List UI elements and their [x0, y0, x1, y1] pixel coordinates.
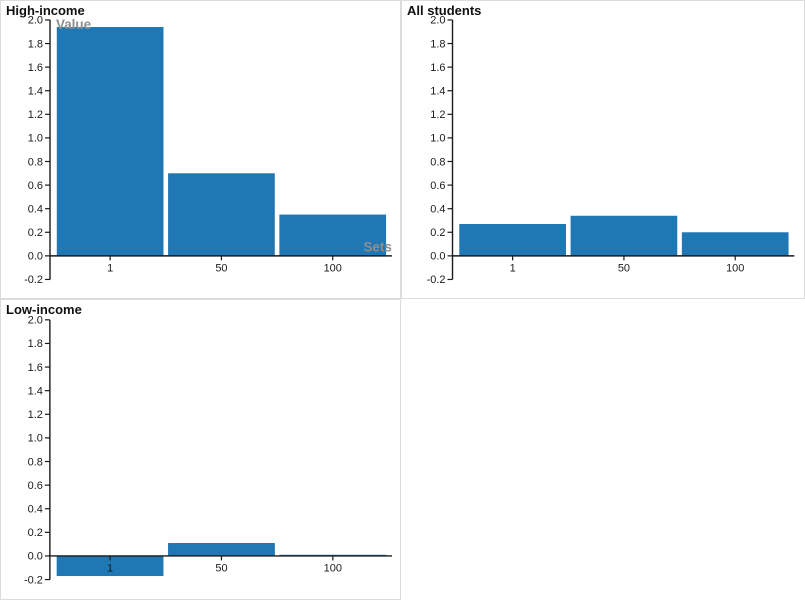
y-tick-label: 1.2 [430, 109, 445, 121]
y-tick-label: 0.2 [28, 527, 43, 539]
x-tick-label: 50 [215, 262, 227, 274]
y-axis-label: Value [56, 17, 92, 32]
x-tick-label: 1 [107, 562, 113, 574]
bar [570, 215, 678, 256]
y-tick-label: 1.6 [28, 62, 43, 74]
y-tick-label: 0.6 [28, 480, 43, 492]
y-tick-label: 0.6 [28, 180, 43, 192]
chart-panel-high-income: High-income -0.2 0.0 0.2 0.4 0.6 0.8 1.0 1.2 1.4… [0, 0, 401, 299]
x-tick-label: 100 [324, 562, 342, 574]
y-tick-label: 1.0 [28, 433, 43, 445]
y-tick-label: 0.0 [430, 251, 445, 263]
y-tick-label: 0.2 [430, 227, 445, 239]
x-tick-label: 100 [324, 262, 342, 274]
bar [56, 27, 164, 256]
y-tick-label: 1.8 [430, 38, 445, 50]
bar [56, 555, 164, 577]
y-tick-label: 1.4 [28, 385, 43, 397]
bar [168, 173, 275, 256]
y-tick-label: 2.0 [28, 15, 43, 27]
x-tick-label: 50 [215, 562, 227, 574]
y-tick-label: 0.4 [28, 504, 43, 516]
y-tick-label: -0.2 [427, 274, 446, 286]
x-tick-label: 50 [618, 262, 630, 274]
bar [459, 224, 566, 256]
y-tick-label: 0.4 [430, 203, 445, 215]
y-tick-label: -0.2 [24, 274, 43, 286]
bar-chart-svg: -0.2 0.0 0.2 0.4 0.6 0.8 1.0 1.2 1.4 1.6 1.8 2.0 1 50… [24, 315, 393, 586]
bar [681, 232, 789, 256]
y-tick-label: 1.2 [28, 409, 43, 421]
y-tick-label: -0.2 [24, 574, 43, 586]
y-tick-label: 1.8 [28, 38, 43, 50]
y-tick-label: 1.4 [430, 86, 445, 98]
y-tick-label: 2.0 [430, 15, 445, 27]
y-tick-label: 1.4 [28, 86, 43, 98]
bar-chart-svg: -0.2 0.0 0.2 0.4 0.6 0.8 1.0 1.2 1.4 1.6 1.8 2.0 1 50… [24, 15, 392, 286]
x-axis-label: Sets [363, 239, 391, 254]
y-tick-label: 1.0 [430, 133, 445, 145]
chart-panel-low-income: Low-income -0.2 0.0 0.2 0.4 0.6 0.8 1.0 1.2 1.4 1… [0, 299, 401, 600]
bar [279, 214, 387, 256]
x-tick-label: 1 [510, 262, 516, 274]
y-tick-label: 0.6 [430, 180, 445, 192]
y-tick-label: 1.8 [28, 338, 43, 350]
y-tick-label: 1.6 [28, 362, 43, 374]
y-tick-label: 0.2 [28, 227, 43, 239]
y-tick-label: 0.0 [28, 551, 43, 563]
y-tick-label: 2.0 [28, 315, 43, 327]
empty-grid-cell [401, 299, 805, 600]
y-tick-label: 0.0 [28, 251, 43, 263]
chart-title: High-income [6, 3, 85, 18]
y-tick-label: 0.4 [28, 203, 43, 215]
chart-title: All students [407, 3, 482, 18]
x-tick-label: 1 [107, 262, 113, 274]
chart-panel-all-students: All students -0.2 0.0 0.2 0.4 0.6 0.8 1.0 1.2 1.… [401, 0, 805, 299]
bar-chart-svg: -0.2 0.0 0.2 0.4 0.6 0.8 1.0 1.2 1.4 1.6 1.8 2.0 1 50… [427, 15, 795, 286]
y-tick-label: 1.2 [28, 109, 43, 121]
y-tick-label: 0.8 [28, 156, 43, 168]
x-tick-label: 100 [726, 262, 744, 274]
y-tick-label: 0.8 [430, 156, 445, 168]
y-tick-label: 0.8 [28, 456, 43, 468]
chart-title: Low-income [6, 302, 82, 317]
bar [168, 542, 275, 556]
y-tick-label: 1.0 [28, 133, 43, 145]
y-tick-label: 1.6 [430, 62, 445, 74]
